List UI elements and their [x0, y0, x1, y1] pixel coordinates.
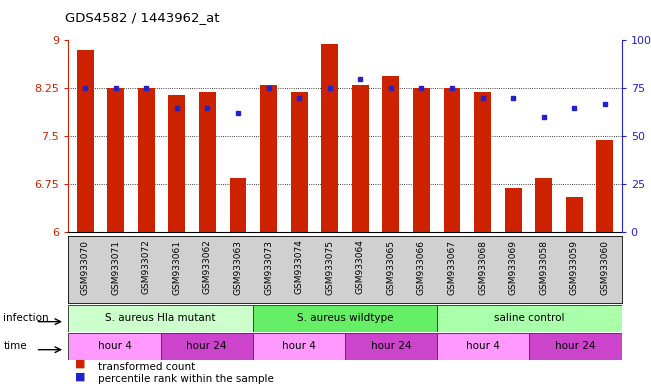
- Text: GSM933060: GSM933060: [600, 240, 609, 295]
- Bar: [68, 333, 161, 360]
- Bar: [68, 305, 253, 332]
- Bar: [596, 139, 613, 232]
- Bar: [322, 43, 338, 232]
- Text: hour 24: hour 24: [371, 341, 411, 351]
- Text: percentile rank within the sample: percentile rank within the sample: [98, 374, 273, 384]
- Text: S. aureus wildtype: S. aureus wildtype: [297, 313, 393, 323]
- Bar: [437, 305, 622, 332]
- Bar: [199, 91, 216, 232]
- Bar: [260, 85, 277, 232]
- Bar: [230, 178, 247, 232]
- Text: GSM933061: GSM933061: [173, 240, 182, 295]
- Text: GSM933064: GSM933064: [356, 240, 365, 295]
- Text: GSM933070: GSM933070: [81, 240, 90, 295]
- Bar: [138, 88, 155, 232]
- Text: GSM933066: GSM933066: [417, 240, 426, 295]
- Bar: [345, 333, 437, 360]
- Text: ■: ■: [75, 371, 85, 381]
- Text: GSM933067: GSM933067: [447, 240, 456, 295]
- Bar: [253, 333, 345, 360]
- Text: GSM933059: GSM933059: [570, 240, 579, 295]
- Text: GSM933065: GSM933065: [387, 240, 395, 295]
- Text: GSM933072: GSM933072: [142, 240, 151, 295]
- Bar: [443, 88, 460, 232]
- Text: transformed count: transformed count: [98, 362, 195, 372]
- Text: GSM933073: GSM933073: [264, 240, 273, 295]
- Bar: [77, 50, 94, 232]
- Bar: [352, 85, 368, 232]
- Text: ■: ■: [75, 359, 85, 369]
- Text: saline control: saline control: [494, 313, 564, 323]
- Text: GDS4582 / 1443962_at: GDS4582 / 1443962_at: [65, 12, 219, 25]
- Text: hour 24: hour 24: [186, 341, 227, 351]
- Text: GSM933062: GSM933062: [203, 240, 212, 295]
- Text: GSM933068: GSM933068: [478, 240, 487, 295]
- Bar: [505, 187, 521, 232]
- Text: S. aureus Hla mutant: S. aureus Hla mutant: [105, 313, 216, 323]
- Text: hour 4: hour 4: [466, 341, 501, 351]
- Text: GSM933075: GSM933075: [326, 240, 334, 295]
- Text: GSM933063: GSM933063: [234, 240, 243, 295]
- Text: GSM933074: GSM933074: [295, 240, 303, 295]
- Text: infection: infection: [3, 313, 49, 323]
- Bar: [437, 333, 529, 360]
- Text: time: time: [3, 341, 27, 351]
- Text: hour 24: hour 24: [555, 341, 596, 351]
- Text: GSM933069: GSM933069: [508, 240, 518, 295]
- Text: GSM933058: GSM933058: [539, 240, 548, 295]
- Bar: [383, 76, 399, 232]
- Bar: [474, 91, 491, 232]
- Text: hour 4: hour 4: [98, 341, 132, 351]
- Bar: [529, 333, 622, 360]
- Text: GSM933071: GSM933071: [111, 240, 120, 295]
- Bar: [169, 95, 186, 232]
- Bar: [413, 88, 430, 232]
- Bar: [253, 305, 437, 332]
- Bar: [161, 333, 253, 360]
- Bar: [535, 178, 552, 232]
- Bar: [566, 197, 583, 232]
- Text: hour 4: hour 4: [282, 341, 316, 351]
- Bar: [291, 91, 307, 232]
- Bar: [107, 88, 124, 232]
